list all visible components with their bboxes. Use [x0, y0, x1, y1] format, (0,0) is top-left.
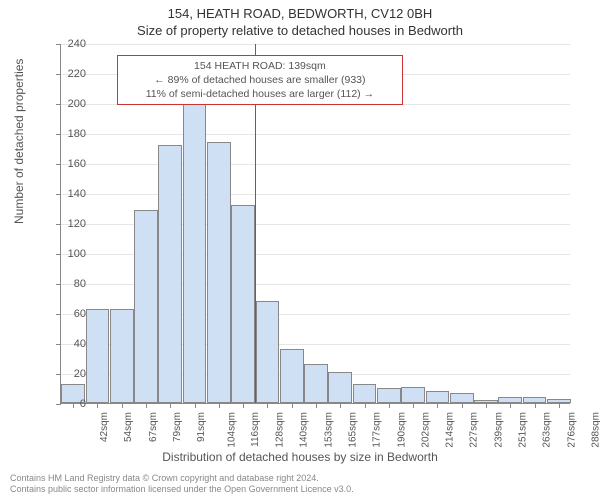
y-tick-label: 0: [56, 398, 86, 410]
x-tick-label: 214sqm: [445, 412, 456, 448]
x-tick-label: 104sqm: [226, 412, 237, 448]
y-tick-label: 220: [56, 68, 86, 80]
histogram-bar: [158, 145, 182, 403]
histogram-bar: [401, 387, 425, 404]
x-tick-label: 263sqm: [542, 412, 553, 448]
x-tick-mark: [97, 403, 98, 408]
x-tick-mark: [195, 403, 196, 408]
histogram-bar: [426, 391, 450, 403]
x-tick-mark: [559, 403, 560, 408]
annotation-line: ← 89% of detached houses are smaller (93…: [124, 73, 396, 87]
x-tick-mark: [437, 403, 438, 408]
x-tick-mark: [219, 403, 220, 408]
x-tick-label: 202sqm: [420, 412, 431, 448]
histogram-bar: [280, 349, 304, 403]
x-tick-mark: [292, 403, 293, 408]
histogram-bar: [353, 384, 377, 404]
histogram-bar: [256, 301, 280, 403]
gridline: [61, 164, 570, 165]
annotation-box: 154 HEATH ROAD: 139sqm← 89% of detached …: [117, 55, 403, 106]
chart-plot-area: 154 HEATH ROAD: 139sqm← 89% of detached …: [60, 44, 570, 404]
histogram-bar: [207, 142, 231, 403]
x-tick-mark: [146, 403, 147, 408]
x-tick-label: 177sqm: [372, 412, 383, 448]
x-tick-mark: [243, 403, 244, 408]
y-tick-label: 240: [56, 38, 86, 50]
histogram-bar: [377, 388, 401, 403]
x-tick-mark: [510, 403, 511, 408]
chart-container: 154, HEATH ROAD, BEDWORTH, CV12 0BH Size…: [0, 0, 600, 500]
attribution-text: Contains HM Land Registry data © Crown c…: [10, 473, 354, 496]
x-tick-label: 190sqm: [396, 412, 407, 448]
x-tick-label: 165sqm: [348, 412, 359, 448]
histogram-bar: [110, 309, 134, 404]
x-tick-label: 54sqm: [123, 412, 134, 442]
x-tick-label: 128sqm: [275, 412, 286, 448]
x-tick-mark: [365, 403, 366, 408]
attribution-line-2: Contains public sector information licen…: [10, 484, 354, 496]
gridline: [61, 194, 570, 195]
x-tick-label: 42sqm: [99, 412, 110, 442]
x-tick-mark: [170, 403, 171, 408]
histogram-bar: [304, 364, 328, 403]
x-axis-label: Distribution of detached houses by size …: [0, 450, 600, 464]
y-tick-label: 20: [56, 368, 86, 380]
x-tick-mark: [389, 403, 390, 408]
y-tick-label: 160: [56, 158, 86, 170]
x-tick-mark: [316, 403, 317, 408]
x-tick-label: 251sqm: [518, 412, 529, 448]
y-tick-label: 40: [56, 338, 86, 350]
x-tick-label: 288sqm: [590, 412, 600, 448]
y-tick-label: 200: [56, 98, 86, 110]
gridline: [61, 134, 570, 135]
histogram-bar: [86, 309, 110, 404]
x-tick-label: 79sqm: [172, 412, 183, 442]
x-tick-label: 116sqm: [250, 412, 261, 447]
histogram-bar: [134, 210, 158, 404]
x-tick-label: 140sqm: [299, 412, 310, 448]
x-tick-label: 153sqm: [323, 412, 334, 448]
histogram-bar: [328, 372, 352, 404]
histogram-bar: [183, 103, 207, 403]
page-title: 154, HEATH ROAD, BEDWORTH, CV12 0BH: [0, 0, 600, 21]
x-tick-mark: [413, 403, 414, 408]
x-tick-mark: [340, 403, 341, 408]
x-tick-label: 239sqm: [493, 412, 504, 448]
x-tick-label: 276sqm: [566, 412, 577, 448]
annotation-line: 11% of semi-detached houses are larger (…: [124, 87, 396, 101]
y-tick-label: 180: [56, 128, 86, 140]
x-tick-mark: [535, 403, 536, 408]
y-tick-label: 80: [56, 278, 86, 290]
x-tick-mark: [486, 403, 487, 408]
x-tick-mark: [267, 403, 268, 408]
x-tick-mark: [122, 403, 123, 408]
y-tick-label: 140: [56, 188, 86, 200]
x-tick-label: 67sqm: [148, 412, 159, 442]
y-tick-label: 120: [56, 218, 86, 230]
gridline: [61, 44, 570, 45]
histogram-bar: [450, 393, 474, 404]
y-axis-label: Number of detached properties: [12, 59, 26, 224]
page-subtitle: Size of property relative to detached ho…: [0, 21, 600, 38]
histogram-bar: [231, 205, 255, 403]
x-tick-label: 227sqm: [469, 412, 480, 448]
y-tick-label: 60: [56, 308, 86, 320]
y-tick-label: 100: [56, 248, 86, 260]
annotation-line: 154 HEATH ROAD: 139sqm: [124, 59, 396, 73]
x-tick-mark: [462, 403, 463, 408]
x-tick-label: 91sqm: [196, 412, 207, 442]
attribution-line-1: Contains HM Land Registry data © Crown c…: [10, 473, 354, 485]
